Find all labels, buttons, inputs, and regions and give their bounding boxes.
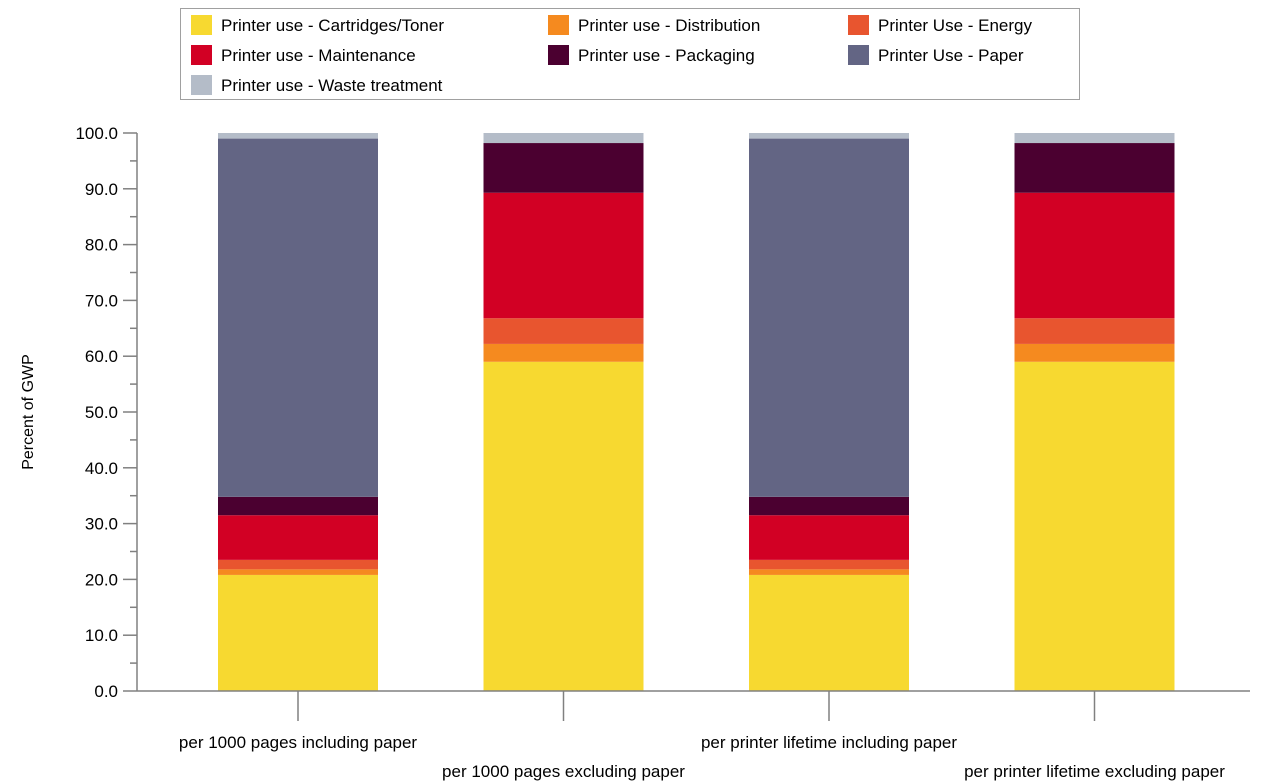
bar-stack bbox=[483, 133, 644, 691]
bar-segment bbox=[218, 569, 378, 575]
x-tick-label: per printer lifetime including paper bbox=[701, 733, 957, 752]
bar-segment bbox=[749, 569, 909, 575]
legend-swatch bbox=[848, 15, 869, 35]
legend-box bbox=[180, 8, 1080, 100]
legend-item-printer-use-cartridges-toner: Printer use - Cartridges/Toner bbox=[191, 15, 444, 35]
bar-stack bbox=[749, 133, 909, 691]
bars bbox=[218, 133, 1175, 691]
bar-segment bbox=[749, 574, 909, 691]
bar-segment bbox=[218, 559, 378, 570]
bar-stack bbox=[218, 133, 378, 691]
bar-segment bbox=[749, 559, 909, 570]
legend-swatch bbox=[548, 15, 569, 35]
legend-swatch bbox=[848, 45, 869, 65]
x-tick-label: per 1000 pages excluding paper bbox=[442, 762, 685, 781]
legend-item-printer-use-distribution: Printer use - Distribution bbox=[548, 15, 760, 35]
y-tick-label: 60.0 bbox=[85, 347, 118, 366]
legend-item-printer-use-waste-treatment: Printer use - Waste treatment bbox=[191, 75, 443, 95]
y-axis: 0.0 10.0 20.0 30.0 40.0 50.0 60.0 70.0 80.0 90.0 1… bbox=[75, 124, 138, 701]
bar-segment bbox=[218, 138, 378, 497]
bar-segment bbox=[218, 574, 378, 691]
legend-item-printer-use-energy: Printer Use - Energy bbox=[848, 15, 1032, 35]
x-axis: per 1000 pages including paper per 1000 p… bbox=[137, 690, 1250, 781]
legend-label: Printer use - Waste treatment bbox=[221, 76, 443, 95]
bar-segment bbox=[1014, 318, 1175, 344]
y-tick-label: 20.0 bbox=[85, 570, 118, 589]
y-tick-label: 100.0 bbox=[75, 124, 118, 143]
bar-segment bbox=[1014, 343, 1175, 362]
legend-swatch bbox=[548, 45, 569, 65]
legend-item-printer-use-packaging: Printer use - Packaging bbox=[548, 45, 755, 65]
legend-label: Printer Use - Paper bbox=[878, 46, 1024, 65]
bar-segment bbox=[218, 133, 378, 139]
y-tick-label: 50.0 bbox=[85, 403, 118, 422]
bar-segment bbox=[1014, 133, 1175, 144]
bar-segment bbox=[218, 496, 378, 516]
bar-segment bbox=[483, 318, 644, 344]
x-tick-label: per printer lifetime excluding paper bbox=[964, 762, 1225, 781]
y-axis-label: Percent of GWP bbox=[20, 354, 37, 470]
bar-segment bbox=[1014, 361, 1175, 691]
legend-label: Printer use - Distribution bbox=[578, 16, 760, 35]
y-tick-label: 0.0 bbox=[94, 682, 118, 701]
legend-swatch bbox=[191, 15, 212, 35]
bar-segment bbox=[483, 343, 644, 362]
bar-segment bbox=[749, 496, 909, 516]
legend-item-printer-use-paper: Printer Use - Paper bbox=[848, 45, 1024, 65]
bar-segment bbox=[483, 361, 644, 691]
bar-segment bbox=[1014, 143, 1175, 193]
legend: Printer use - Cartridges/Toner Printer us… bbox=[180, 8, 1080, 100]
bar-stack bbox=[1014, 133, 1175, 691]
y-tick-label: 70.0 bbox=[85, 291, 118, 310]
bar-segment bbox=[483, 133, 644, 144]
legend-label: Printer use - Maintenance bbox=[221, 46, 416, 65]
bar-segment bbox=[218, 515, 378, 560]
legend-swatch bbox=[191, 75, 212, 95]
x-tick-label: per 1000 pages including paper bbox=[179, 733, 418, 752]
legend-label: Printer use - Packaging bbox=[578, 46, 755, 65]
bar-segment bbox=[483, 143, 644, 193]
y-tick-label: 10.0 bbox=[85, 626, 118, 645]
y-tick-label: 90.0 bbox=[85, 180, 118, 199]
legend-swatch bbox=[191, 45, 212, 65]
bar-segment bbox=[749, 515, 909, 560]
y-tick-label: 80.0 bbox=[85, 236, 118, 255]
bar-segment bbox=[749, 138, 909, 497]
bar-segment bbox=[1014, 192, 1175, 319]
y-tick-label: 30.0 bbox=[85, 515, 118, 534]
bar-segment bbox=[483, 192, 644, 319]
y-tick-label: 40.0 bbox=[85, 459, 118, 478]
legend-label: Printer Use - Energy bbox=[878, 16, 1032, 35]
bar-segment bbox=[749, 133, 909, 139]
legend-item-printer-use-maintenance: Printer use - Maintenance bbox=[191, 45, 416, 65]
legend-label: Printer use - Cartridges/Toner bbox=[221, 16, 444, 35]
